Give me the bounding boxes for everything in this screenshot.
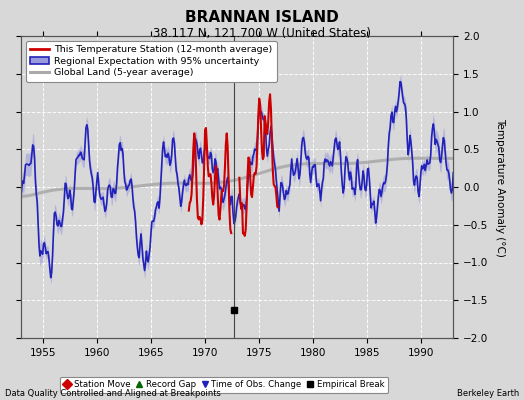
Y-axis label: Temperature Anomaly (°C): Temperature Anomaly (°C)	[495, 118, 505, 256]
Legend: Station Move, Record Gap, Time of Obs. Change, Empirical Break: Station Move, Record Gap, Time of Obs. C…	[60, 377, 388, 392]
Text: Berkeley Earth: Berkeley Earth	[456, 389, 519, 398]
Text: BRANNAN ISLAND: BRANNAN ISLAND	[185, 10, 339, 25]
Text: 38.117 N, 121.700 W (United States): 38.117 N, 121.700 W (United States)	[153, 27, 371, 40]
Text: Data Quality Controlled and Aligned at Breakpoints: Data Quality Controlled and Aligned at B…	[5, 389, 221, 398]
